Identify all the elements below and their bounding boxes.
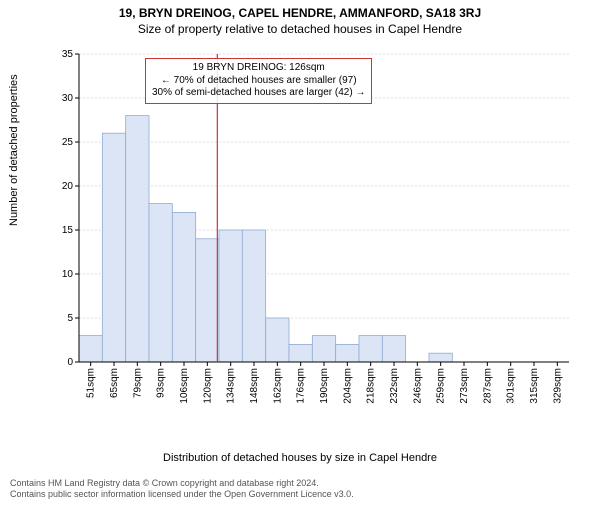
svg-text:51sqm: 51sqm: [86, 368, 97, 398]
annotation-box: 19 BRYN DREINOG: 126sqm ← 70% of detache…: [145, 58, 372, 104]
svg-text:190sqm: 190sqm: [319, 368, 330, 404]
svg-text:315sqm: 315sqm: [529, 368, 540, 404]
svg-text:259sqm: 259sqm: [436, 368, 447, 404]
y-axis-label: Number of detached properties: [8, 74, 20, 226]
svg-text:148sqm: 148sqm: [249, 368, 260, 404]
svg-text:120sqm: 120sqm: [202, 368, 213, 404]
svg-text:0: 0: [67, 357, 73, 368]
footer-line2: Contains public sector information licen…: [10, 489, 354, 500]
svg-text:25: 25: [62, 137, 74, 148]
svg-text:10: 10: [62, 269, 74, 280]
svg-text:93sqm: 93sqm: [156, 368, 167, 398]
svg-text:5: 5: [67, 313, 73, 324]
svg-text:246sqm: 246sqm: [412, 368, 423, 404]
svg-text:176sqm: 176sqm: [296, 368, 307, 404]
annotation-line2: ← 70% of detached houses are smaller (97…: [152, 75, 365, 88]
x-axis-label: Distribution of detached houses by size …: [0, 452, 600, 464]
chart-title-sub: Size of property relative to detached ho…: [0, 22, 600, 36]
annotation-line1: 19 BRYN DREINOG: 126sqm: [152, 62, 365, 75]
chart-title-main: 19, BRYN DREINOG, CAPEL HENDRE, AMMANFOR…: [0, 6, 600, 20]
svg-text:273sqm: 273sqm: [459, 368, 470, 404]
svg-text:20: 20: [62, 181, 74, 192]
svg-text:162sqm: 162sqm: [272, 368, 283, 404]
svg-text:65sqm: 65sqm: [109, 368, 120, 398]
svg-text:218sqm: 218sqm: [366, 368, 377, 404]
svg-text:204sqm: 204sqm: [342, 368, 353, 404]
chart-area: 0 5 10 15 20 25 30 35 51sqm 65sqm 79sqm 93sqm 106sqm…: [55, 50, 575, 420]
svg-text:134sqm: 134sqm: [226, 368, 237, 404]
svg-text:106sqm: 106sqm: [179, 368, 190, 404]
svg-text:301sqm: 301sqm: [506, 368, 517, 404]
attribution-footer: Contains HM Land Registry data © Crown c…: [10, 478, 354, 500]
svg-text:329sqm: 329sqm: [552, 368, 563, 404]
svg-text:30: 30: [62, 93, 74, 104]
svg-text:79sqm: 79sqm: [132, 368, 143, 398]
svg-text:232sqm: 232sqm: [389, 368, 400, 404]
svg-text:15: 15: [62, 225, 74, 236]
annotation-line3: 30% of semi-detached houses are larger (…: [152, 87, 365, 100]
footer-line1: Contains HM Land Registry data © Crown c…: [10, 478, 354, 489]
svg-text:287sqm: 287sqm: [482, 368, 493, 404]
svg-text:35: 35: [62, 50, 74, 60]
histogram-plot: 0 5 10 15 20 25 30 35 51sqm 65sqm 79sqm 93sqm 106sqm…: [55, 50, 575, 420]
